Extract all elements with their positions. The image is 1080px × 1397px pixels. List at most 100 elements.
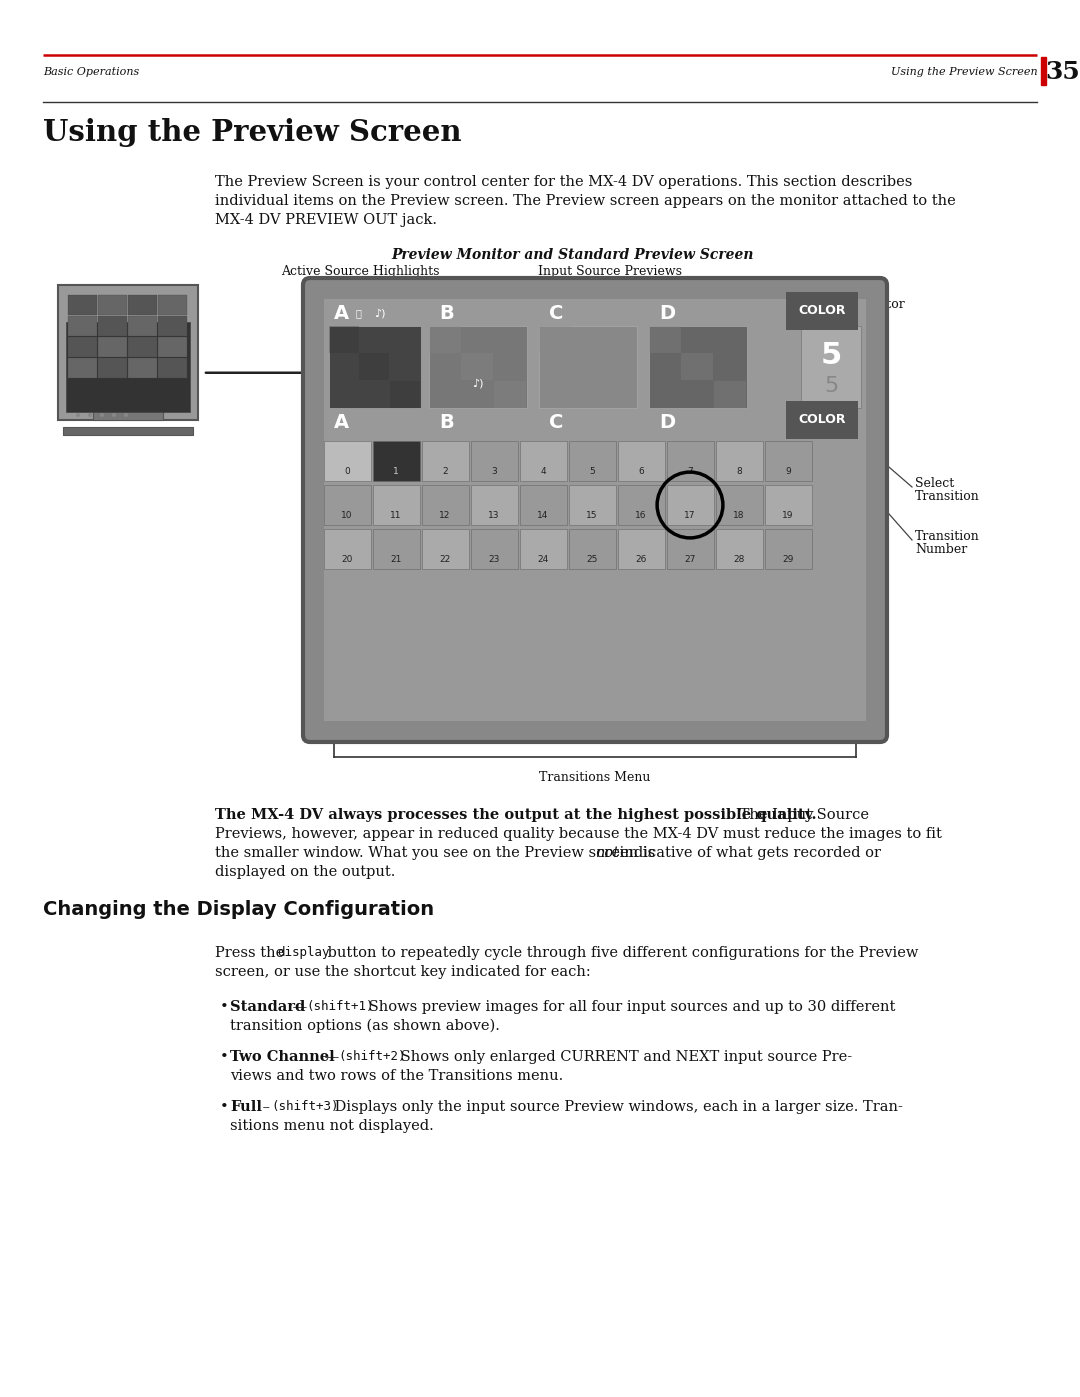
- Bar: [714, 381, 746, 408]
- Text: B: B: [438, 414, 454, 432]
- Bar: [539, 326, 571, 353]
- Text: 27: 27: [685, 555, 696, 564]
- Bar: [373, 441, 420, 481]
- Text: 24: 24: [538, 555, 549, 564]
- Text: Number: Number: [915, 543, 968, 556]
- Text: indicative of what gets recorded or: indicative of what gets recorded or: [615, 847, 881, 861]
- Text: Input Source Previews: Input Source Previews: [538, 265, 681, 278]
- Bar: [471, 529, 518, 569]
- Text: 14: 14: [538, 511, 549, 520]
- Bar: [422, 441, 469, 481]
- Bar: [158, 337, 187, 358]
- Text: —: —: [288, 1000, 312, 1014]
- Text: Two Channel: Two Channel: [230, 1051, 335, 1065]
- Bar: [324, 441, 372, 481]
- Text: Transitions Menu: Transitions Menu: [539, 771, 650, 784]
- Text: 16: 16: [635, 511, 647, 520]
- Bar: [569, 529, 616, 569]
- Text: B: B: [438, 305, 454, 323]
- Text: 26: 26: [635, 555, 647, 564]
- Bar: [618, 529, 665, 569]
- Text: Shows preview images for all four input sources and up to 30 different: Shows preview images for all four input …: [365, 1000, 896, 1014]
- Text: •: •: [220, 1099, 229, 1113]
- Bar: [649, 326, 681, 353]
- Text: •: •: [220, 1051, 229, 1065]
- Bar: [422, 529, 469, 569]
- Bar: [98, 337, 127, 358]
- Bar: [569, 441, 616, 481]
- Text: Basic Operations: Basic Operations: [43, 67, 139, 77]
- Bar: [519, 485, 567, 525]
- Text: Using the Preview Screen: Using the Preview Screen: [43, 117, 461, 147]
- Bar: [329, 326, 359, 353]
- Text: Previews, however, appear in reduced quality because the MX-4 DV must reduce the: Previews, however, appear in reduced qua…: [215, 827, 942, 841]
- Bar: [373, 485, 420, 525]
- Bar: [519, 441, 567, 481]
- Bar: [604, 381, 636, 408]
- Text: Standard: Standard: [230, 1000, 306, 1014]
- Text: screen, or use the shortcut key indicated for each:: screen, or use the shortcut key indicate…: [215, 965, 591, 979]
- Circle shape: [100, 414, 104, 416]
- Bar: [98, 295, 127, 314]
- Text: MX-4 DV PREVIEW OUT jack.: MX-4 DV PREVIEW OUT jack.: [215, 212, 437, 226]
- Bar: [324, 299, 866, 721]
- Text: (shift+1): (shift+1): [306, 1000, 374, 1013]
- Text: (shift+2): (shift+2): [338, 1051, 405, 1063]
- Text: •: •: [220, 1000, 229, 1014]
- Text: Active Source Highlights: Active Source Highlights: [281, 265, 440, 278]
- Bar: [618, 441, 665, 481]
- Bar: [519, 529, 567, 569]
- Text: 21: 21: [390, 555, 402, 564]
- Bar: [429, 326, 527, 408]
- Text: C: C: [549, 414, 564, 432]
- Text: views and two rows of the Transitions menu.: views and two rows of the Transitions me…: [230, 1069, 564, 1083]
- Bar: [539, 326, 637, 408]
- Bar: [765, 529, 812, 569]
- Text: 6: 6: [638, 467, 644, 476]
- Circle shape: [124, 414, 129, 416]
- Text: the smaller window. What you see on the Preview screen is: the smaller window. What you see on the …: [215, 847, 660, 861]
- Bar: [129, 358, 157, 379]
- Text: 9: 9: [785, 467, 791, 476]
- Bar: [801, 326, 861, 408]
- Text: Selector: Selector: [852, 298, 905, 312]
- Text: Transition: Transition: [915, 529, 980, 543]
- Text: 2: 2: [442, 467, 448, 476]
- Text: 22: 22: [440, 555, 450, 564]
- Bar: [98, 358, 127, 379]
- Text: 12: 12: [440, 511, 450, 520]
- Text: 🎧: 🎧: [356, 307, 362, 319]
- Text: COLOR: COLOR: [798, 305, 846, 317]
- Text: 13: 13: [488, 511, 500, 520]
- Text: A: A: [334, 414, 349, 432]
- Circle shape: [87, 414, 92, 416]
- Bar: [158, 316, 187, 337]
- Text: 5: 5: [824, 376, 838, 395]
- Text: button to repeatedly cycle through five different configurations for the Preview: button to repeatedly cycle through five …: [323, 946, 918, 960]
- Text: The Preview Screen is your control center for the MX-4 DV operations. This secti: The Preview Screen is your control cente…: [215, 175, 913, 189]
- Text: D: D: [659, 414, 675, 432]
- Bar: [667, 485, 714, 525]
- Text: —: —: [320, 1051, 343, 1065]
- Text: 8: 8: [737, 467, 742, 476]
- Bar: [66, 321, 190, 412]
- Bar: [716, 485, 762, 525]
- Bar: [618, 485, 665, 525]
- Text: 11: 11: [390, 511, 402, 520]
- Text: individual items on the Preview screen. The Preview screen appears on the monito: individual items on the Preview screen. …: [215, 194, 956, 208]
- Text: 4: 4: [540, 467, 545, 476]
- Circle shape: [112, 414, 116, 416]
- Text: ♪): ♪): [374, 307, 386, 319]
- Text: (shift+3): (shift+3): [271, 1099, 338, 1113]
- Text: Displays only the input source Preview windows, each in a larger size. Tran-: Displays only the input source Preview w…: [329, 1099, 903, 1113]
- Text: sitions menu not displayed.: sitions menu not displayed.: [230, 1119, 434, 1133]
- Bar: [58, 285, 198, 420]
- Text: 23: 23: [488, 555, 500, 564]
- Text: Press the: Press the: [215, 946, 288, 960]
- Bar: [471, 441, 518, 481]
- Text: 28: 28: [733, 555, 745, 564]
- Circle shape: [76, 414, 80, 416]
- Text: Shows only enlarged CURRENT and NEXT input source Pre-: Shows only enlarged CURRENT and NEXT inp…: [396, 1051, 852, 1065]
- Bar: [716, 441, 762, 481]
- Text: 5: 5: [589, 467, 595, 476]
